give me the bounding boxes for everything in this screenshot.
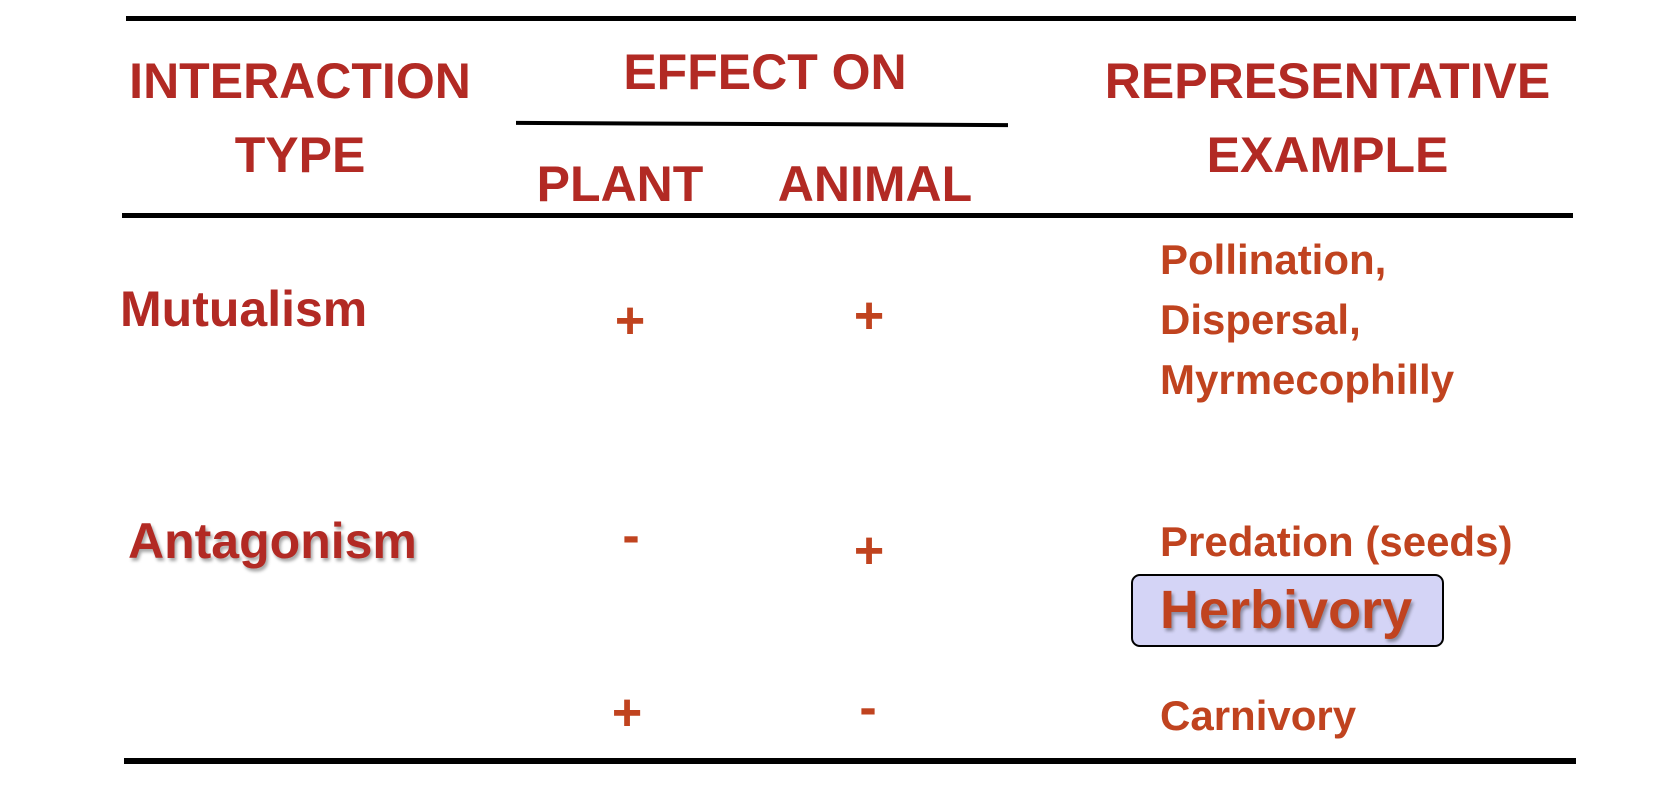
- row-carnivory-plant-effect: +: [611, 684, 643, 742]
- row-mutualism-animal-effect: +: [853, 287, 885, 345]
- example-predation-seeds: Predation (seeds): [1160, 518, 1513, 565]
- header-representative-example-line2: EXAMPLE: [1206, 127, 1449, 183]
- header-interaction-type-line2: TYPE: [234, 127, 366, 183]
- bottom-rule: [124, 758, 1576, 764]
- row-type-antagonism: Antagonism: [128, 513, 417, 569]
- row-carnivory-animal-effect: -: [859, 679, 877, 737]
- header-plant: PLANT: [536, 156, 704, 212]
- row-type-mutualism: Mutualism: [120, 281, 368, 337]
- row-antagonism-plant-effect: -: [622, 507, 640, 565]
- header-representative-example-line1: REPRESENTATIVE: [1104, 53, 1551, 109]
- header-interaction-type-line1: INTERACTION: [129, 53, 471, 109]
- header-representative-example: REPRESENTATIVE EXAMPLE: [1080, 52, 1575, 184]
- example-myrmecophilly: Myrmecophilly: [1160, 356, 1455, 403]
- example-pollination: Pollination,: [1160, 236, 1387, 283]
- header-bottom-rule: [122, 213, 1573, 218]
- row-mutualism-plant-effect: +: [614, 292, 646, 350]
- row-mutualism-examples: Pollination, Dispersal, Myrmecophilly: [1160, 230, 1454, 410]
- header-animal: ANIMAL: [777, 156, 973, 212]
- header-effect-on: EFFECT ON: [623, 44, 907, 100]
- effect-on-underline: [515, 120, 1009, 128]
- example-carnivory: Carnivory: [1160, 692, 1357, 739]
- row-antagonism-animal-effect: +: [853, 522, 885, 580]
- example-dispersal: Dispersal,: [1160, 296, 1361, 343]
- example-herbivory-highlighted: Herbivory: [1160, 580, 1413, 640]
- top-rule: [126, 16, 1576, 21]
- herbivory-highlight-box: [1131, 574, 1444, 647]
- header-interaction-type: INTERACTION TYPE: [110, 52, 490, 184]
